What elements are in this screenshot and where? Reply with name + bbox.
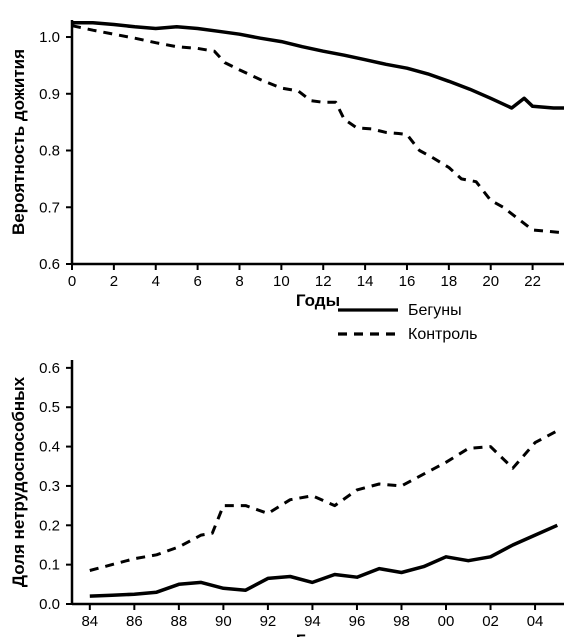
y-tick-label: 0.0	[39, 596, 60, 613]
x-tick-label: 6	[193, 273, 201, 290]
y-axis-label: Вероятность дожития	[9, 49, 28, 235]
y-axis-label: Доля нетрудоспособных	[9, 376, 28, 587]
x-tick-label: 22	[524, 273, 541, 290]
y-tick-label: 0.9	[39, 86, 60, 103]
legend-label: Бегуны	[408, 302, 462, 319]
x-tick-label: 90	[215, 613, 232, 630]
series-control-bottom	[90, 431, 558, 571]
series-runners-bottom	[90, 525, 558, 596]
x-tick-label: 92	[260, 613, 277, 630]
y-tick-label: 0.5	[39, 399, 60, 416]
y-tick-label: 1.0	[39, 29, 60, 46]
x-tick-label: 18	[441, 273, 458, 290]
x-tick-label: 0	[68, 273, 76, 290]
x-tick-label: 8	[235, 273, 243, 290]
x-tick-label: 2	[110, 273, 118, 290]
x-tick-label: 86	[126, 613, 143, 630]
x-tick-label: 84	[81, 613, 98, 630]
x-axis-label: Годы	[296, 631, 340, 637]
x-tick-label: 94	[304, 613, 321, 630]
legend-label: Контроль	[408, 326, 478, 343]
x-axis-label: Годы	[296, 291, 340, 310]
y-tick-label: 0.8	[39, 143, 60, 160]
x-tick-label: 10	[273, 273, 290, 290]
x-tick-label: 98	[393, 613, 410, 630]
y-tick-label: 0.3	[39, 478, 60, 495]
x-tick-label: 12	[315, 273, 332, 290]
y-tick-label: 0.1	[39, 557, 60, 574]
y-tick-label: 0.2	[39, 517, 60, 534]
x-tick-label: 00	[438, 613, 455, 630]
y-tick-label: 0.7	[39, 199, 60, 216]
x-tick-label: 4	[152, 273, 160, 290]
y-tick-label: 0.4	[39, 439, 60, 456]
x-tick-label: 88	[171, 613, 188, 630]
chart-top_chart: 0.6 0.7 0.8 0.9 1.0 0 2 4 6 8 10 12 14 16 18 20 22 Годы Ве…	[9, 20, 564, 310]
x-tick-label: 04	[527, 613, 544, 630]
x-tick-label: 16	[399, 273, 416, 290]
series-control-top	[72, 26, 564, 233]
chart-bottom_chart: 0.0 0.1 0.2 0.3 0.4 0.5 0.6 84 86 88 90 92 94 96 98 00 0…	[9, 360, 564, 637]
y-tick-label: 0.6	[39, 256, 60, 273]
legend: Бегуны Контроль	[338, 302, 478, 343]
x-tick-label: 02	[482, 613, 499, 630]
y-tick-label: 0.6	[39, 360, 60, 377]
x-tick-label: 14	[357, 273, 374, 290]
x-tick-label: 20	[482, 273, 499, 290]
x-tick-label: 96	[349, 613, 366, 630]
series-runners-top	[72, 23, 564, 108]
